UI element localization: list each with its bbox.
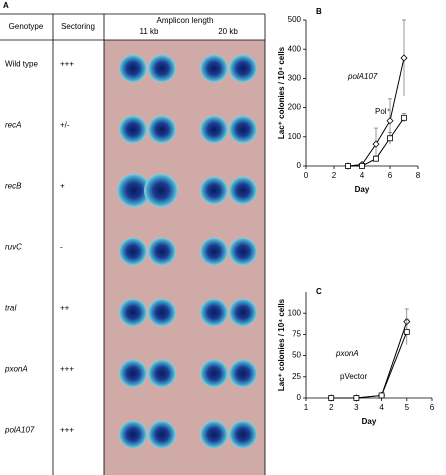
y-tick-label: 75	[292, 330, 301, 339]
series-annotation: pxonA	[335, 349, 359, 358]
panel-label: C	[316, 287, 322, 296]
colony	[148, 115, 176, 144]
y-tick-label: 300	[288, 74, 302, 83]
colony	[148, 359, 176, 388]
sectoring: +++	[60, 365, 74, 374]
colony	[119, 54, 147, 83]
marker	[387, 135, 393, 142]
x-tick-label: 0	[304, 171, 309, 180]
marker	[328, 395, 335, 401]
marker	[378, 392, 385, 399]
colony	[229, 298, 257, 327]
genotype: pxonA	[4, 365, 28, 374]
x-tick-label: 8	[416, 171, 421, 180]
colony	[119, 115, 147, 144]
y-tick-label: 25	[292, 372, 301, 381]
colony	[229, 420, 257, 449]
genotype: recA	[5, 121, 21, 130]
colony	[200, 359, 228, 388]
panel-label: A	[3, 1, 9, 10]
colony	[229, 359, 257, 388]
marker	[400, 54, 408, 62]
genotype: ruvC	[5, 243, 22, 252]
y-tick-label: 100	[288, 132, 302, 141]
colony	[144, 173, 178, 208]
colony	[229, 176, 257, 205]
y-tick-label: 100	[288, 308, 302, 317]
sectoring: +++	[60, 426, 74, 435]
colony	[200, 237, 228, 266]
colony	[119, 359, 147, 388]
colony	[148, 237, 176, 266]
header-cell: Sectoring	[61, 22, 95, 31]
colony	[200, 420, 228, 449]
sectoring: ++	[60, 304, 70, 313]
x-tick-label: 1	[304, 403, 309, 412]
colony	[200, 298, 228, 327]
y-tick-label: 500	[288, 15, 302, 24]
colony	[148, 420, 176, 449]
series-line	[331, 331, 408, 399]
colony	[229, 115, 257, 144]
panel-label: B	[316, 7, 322, 16]
x-tick-label: 3	[354, 403, 359, 412]
sectoring: -	[60, 243, 63, 252]
marker	[372, 140, 380, 148]
colony	[200, 115, 228, 144]
series-annotation: pVector	[340, 372, 367, 381]
series-annotation: polA107	[347, 72, 378, 81]
marker	[373, 155, 379, 162]
marker	[345, 163, 351, 169]
y-tick-label: 400	[288, 44, 302, 53]
colony	[119, 420, 147, 449]
colony	[119, 298, 147, 327]
sectoring: +	[60, 182, 65, 191]
x-tick-label: 4	[379, 403, 384, 412]
marker	[353, 395, 360, 401]
x-axis-label: Day	[362, 417, 377, 426]
header-cell: Genotype	[9, 22, 44, 31]
header-cell: 11 kb	[140, 27, 160, 36]
sectoring: +++	[60, 60, 74, 69]
colony	[148, 54, 176, 83]
series-annotation: Pol⁺	[375, 107, 391, 116]
colony	[117, 173, 151, 208]
colony	[200, 54, 228, 83]
marker	[386, 117, 394, 125]
colony	[229, 54, 257, 83]
colony	[148, 298, 176, 327]
x-tick-label: 2	[332, 171, 337, 180]
sectoring: +/-	[60, 121, 70, 130]
colony	[229, 237, 257, 266]
x-tick-label: 5	[405, 403, 410, 412]
y-axis-label: Lac⁺ colonies / 10⁴ cells	[277, 298, 286, 391]
x-tick-label: 6	[430, 403, 435, 412]
x-tick-label: 4	[360, 171, 365, 180]
colony	[200, 176, 228, 205]
marker	[401, 114, 407, 121]
genotype: recB	[5, 182, 22, 191]
y-tick-label: 0	[297, 161, 302, 170]
x-tick-label: 6	[388, 171, 393, 180]
x-axis-label: Day	[355, 185, 370, 194]
colony	[119, 237, 147, 266]
header-cell: 20 kb	[218, 27, 238, 36]
y-tick-label: 200	[288, 103, 302, 112]
header-cell: Amplicon length	[157, 16, 214, 25]
y-axis-label: Lac⁺ colonies / 10⁴ cells	[277, 46, 286, 139]
marker	[359, 163, 365, 169]
marker	[403, 328, 410, 335]
genotype: traI	[5, 304, 17, 313]
y-tick-label: 0	[297, 393, 302, 402]
y-tick-label: 50	[292, 351, 301, 360]
genotype: polA107	[4, 426, 35, 435]
x-tick-label: 2	[329, 403, 334, 412]
genotype: Wild type	[5, 60, 38, 69]
